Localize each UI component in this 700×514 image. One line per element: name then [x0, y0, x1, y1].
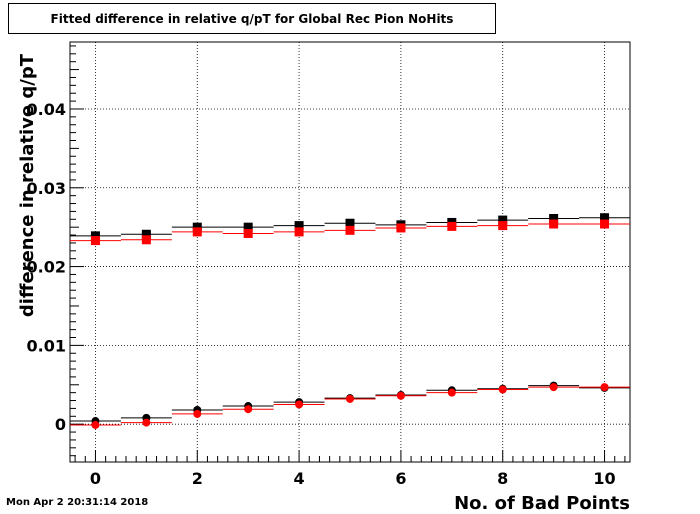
series-3-point [498, 385, 507, 394]
series-1-point [345, 225, 355, 235]
y-tick-label: 0.02 [27, 258, 66, 277]
y-tick-label: 0 [55, 415, 66, 434]
series-0-point [243, 222, 253, 232]
series-3-point [396, 391, 405, 400]
series-1-point [396, 223, 406, 233]
x-tick-label: 8 [497, 469, 508, 488]
timestamp: Mon Apr 2 20:31:14 2018 [6, 497, 149, 508]
y-axis-title: difference in relative q/pT [17, 53, 38, 317]
x-tick-label: 4 [294, 469, 305, 488]
series-1-point [294, 227, 304, 237]
x-axis-title: No. of Bad Points [454, 493, 630, 514]
series-0-point [600, 213, 610, 223]
series-0-point [345, 218, 355, 228]
series-1-point [447, 221, 457, 231]
series-3-point [346, 394, 354, 403]
series-1-point [243, 228, 253, 238]
chart-title-box: Fitted difference in relative q/pT for G… [8, 3, 496, 34]
series-0-point [141, 229, 151, 239]
series-1-point [600, 219, 610, 229]
series-3-point [193, 409, 202, 418]
plot-frame [69, 41, 631, 463]
x-tick-label: 2 [192, 469, 203, 488]
plot-area [70, 42, 630, 462]
x-tick-label: 0 [90, 469, 101, 488]
series-3-point [244, 405, 253, 414]
series-3-point [600, 383, 609, 392]
series-1-point [549, 219, 559, 229]
x-tick-label: 10 [593, 469, 615, 488]
series-1-point [498, 221, 508, 231]
y-tick-label: 0.03 [27, 179, 66, 198]
y-tick-label: 0.04 [27, 100, 66, 119]
series-0-point [498, 215, 508, 225]
chart-title: Fitted difference in relative q/pT for G… [50, 11, 454, 26]
series-0-point [549, 214, 559, 224]
series-1-point [192, 227, 202, 237]
series-0-point [90, 231, 100, 241]
series-3-point [142, 418, 151, 427]
series-1-point [141, 235, 151, 245]
x-tick-label: 6 [395, 469, 406, 488]
series-0-point [192, 222, 202, 232]
series-1-point [90, 236, 100, 246]
series-3-point [295, 400, 304, 409]
series-3-point [447, 388, 456, 397]
series-3-point [549, 383, 558, 392]
y-tick-label: 0.01 [27, 336, 66, 355]
series-3-point [91, 420, 100, 429]
series-0-point [294, 221, 304, 231]
